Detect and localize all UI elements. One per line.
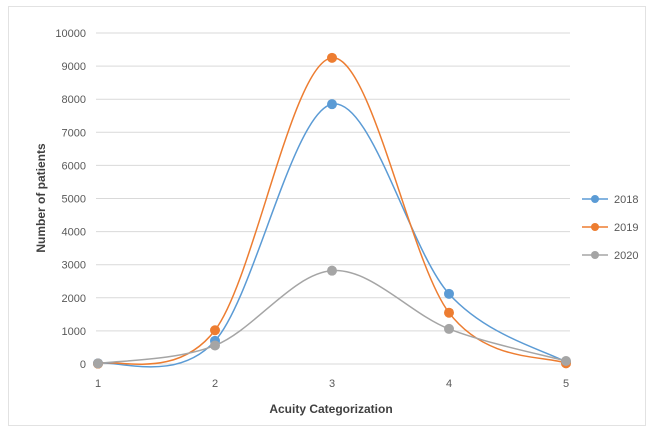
y-tick-label: 6000 — [62, 160, 86, 172]
y-tick-label: 8000 — [62, 94, 86, 106]
gridlines — [96, 32, 570, 365]
y-tick-label: 1000 — [62, 326, 86, 338]
legend-label-2018: 2018 — [614, 194, 638, 206]
y-axis-title: Number of patients — [34, 143, 48, 253]
legend: 2018 2019 2020 — [582, 194, 638, 262]
y-tick-label: 4000 — [62, 227, 86, 239]
x-tick-label: 1 — [95, 378, 101, 390]
x-tick-label: 5 — [563, 378, 569, 390]
data-points — [93, 52, 571, 369]
legend-marker-2019 — [591, 223, 599, 231]
data-point-2018 — [444, 288, 454, 299]
data-point-2020 — [444, 323, 454, 334]
series-line-2020 — [97, 269, 567, 365]
series-line-2018 — [97, 103, 567, 368]
y-tick-label: 10000 — [55, 28, 86, 40]
y-axis-ticks: 0 1000 2000 3000 4000 5000 6000 7000 8000 9000 100… — [55, 28, 86, 371]
data-point-2019 — [327, 52, 337, 63]
data-point-2020 — [210, 340, 220, 351]
y-tick-label: 2000 — [62, 293, 86, 305]
chart-frame — [8, 6, 646, 426]
data-point-2018 — [327, 99, 337, 110]
x-tick-label: 4 — [446, 378, 452, 390]
y-tick-label: 3000 — [62, 260, 86, 272]
y-tick-label: 0 — [80, 359, 86, 371]
x-axis-ticks: 1 2 3 4 5 — [95, 378, 569, 390]
legend-label-2020: 2020 — [614, 250, 638, 262]
x-tick-label: 3 — [329, 378, 335, 390]
x-tick-label: 2 — [212, 378, 218, 390]
y-tick-label: 7000 — [62, 127, 86, 139]
data-point-2019 — [210, 325, 220, 336]
x-axis-title: Acuity Categorization — [269, 402, 392, 416]
y-tick-label: 9000 — [62, 61, 86, 73]
data-point-2020 — [93, 358, 103, 369]
y-tick-label: 5000 — [62, 194, 86, 206]
data-point-2020 — [327, 265, 337, 276]
legend-marker-2018 — [591, 195, 599, 203]
data-point-2019 — [444, 307, 454, 318]
legend-marker-2020 — [591, 251, 599, 259]
data-point-2020 — [561, 356, 571, 367]
legend-label-2019: 2019 — [614, 222, 638, 234]
